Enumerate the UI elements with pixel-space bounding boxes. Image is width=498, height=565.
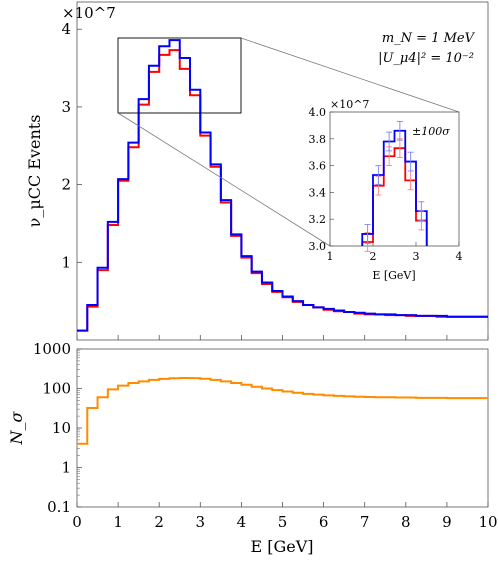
bottom-series-significance [77, 376, 488, 445]
top-y-ticks: 1 2 3 4 [61, 20, 489, 340]
top-y-tick-label: 3 [61, 98, 71, 116]
inset-x-axis-label: E [GeV] [372, 269, 415, 282]
bottom-x-tick-label: 8 [401, 513, 411, 531]
bottom-x-tick-label: 2 [154, 513, 164, 531]
inset-error-annotation: ±100σ [412, 125, 450, 138]
bottom-x-tick-label: 5 [278, 513, 288, 531]
bottom-y-tick-label: 100 [42, 380, 71, 398]
inset-y-tick-label: 3.0 [309, 240, 327, 253]
inset-y-tick-label: 4.0 [309, 106, 327, 119]
bottom-x-tick-label: 3 [196, 513, 206, 531]
zoom-connector-upper [240, 37, 460, 113]
inset-x-tick-label: 1 [327, 250, 334, 263]
bottom-y-axis-label: N_σ [7, 410, 26, 445]
inset-x-tick-label: 2 [370, 250, 377, 263]
annotation-mass: m_N = 1 MeV [382, 31, 476, 46]
inset-panel: 3.0 3.2 3.4 3.6 3.8 4.0 1 2 3 4 ×10^7 ±100σ E [Ge… [309, 98, 463, 282]
top-y-axis-label: ν_μCC Events [25, 115, 44, 228]
bottom-x-tick-label: 0 [72, 513, 82, 531]
inset-x-tick-label: 3 [413, 250, 420, 263]
annotation-mixing: |U_μ4|² = 10⁻² [378, 51, 474, 66]
zoom-box [117, 37, 242, 114]
bottom-x-tick-label: 1 [113, 513, 123, 531]
inset-y-tick-label: 3.2 [309, 213, 327, 226]
top-y-multiplier: ×10^7 [62, 4, 116, 22]
top-y-tick-label: 1 [61, 253, 71, 271]
inset-error-bars [364, 120, 425, 252]
inset-y-tick-label: 3.8 [309, 133, 327, 146]
inset-ticks: 3.0 3.2 3.4 3.6 3.8 4.0 1 2 3 4 [309, 106, 463, 263]
top-panel: 1 2 3 4 ×10^7 ν_μCC Events m_N = 1 MeV |U_μ… [25, 1, 489, 341]
bottom-x-axis-label: E [GeV] [250, 537, 313, 556]
bottom-x-tick-label: 9 [442, 513, 452, 531]
inset-y-tick-label: 3.6 [309, 160, 327, 173]
bottom-x-tick-label: 7 [360, 513, 370, 531]
bottom-panel: 0.1 1 10 100 1000 0 1 2 3 4 5 6 7 8 9 10 N_σ E [GeV] [7, 340, 498, 556]
bottom-y-tick-label: 1 [61, 459, 71, 477]
top-series-blue [77, 39, 488, 332]
inset-y-tick-label: 3.4 [309, 186, 327, 199]
bottom-ticks: 0.1 1 10 100 1000 0 1 2 3 4 5 6 7 8 9 10 [33, 340, 498, 531]
bottom-x-tick-label: 4 [237, 513, 247, 531]
bottom-x-tick-label: 6 [319, 513, 329, 531]
bottom-y-tick-label: 1000 [33, 340, 71, 358]
inset-y-multiplier: ×10^7 [330, 98, 369, 111]
zoom-connector-lower [117, 112, 331, 247]
bottom-plot-frame [76, 348, 489, 508]
inset-step-series [361, 129, 428, 246]
top-step-series [77, 39, 488, 332]
top-y-tick-label: 4 [61, 20, 71, 38]
bottom-x-tick-label: 10 [478, 513, 497, 531]
inset-series-blue [361, 129, 428, 246]
top-y-tick-label: 2 [61, 176, 71, 194]
bottom-y-tick-label: 0.1 [47, 498, 71, 516]
inset-x-tick-label: 4 [456, 250, 463, 263]
bottom-y-tick-label: 10 [52, 419, 71, 437]
bottom-step-series [77, 376, 488, 445]
